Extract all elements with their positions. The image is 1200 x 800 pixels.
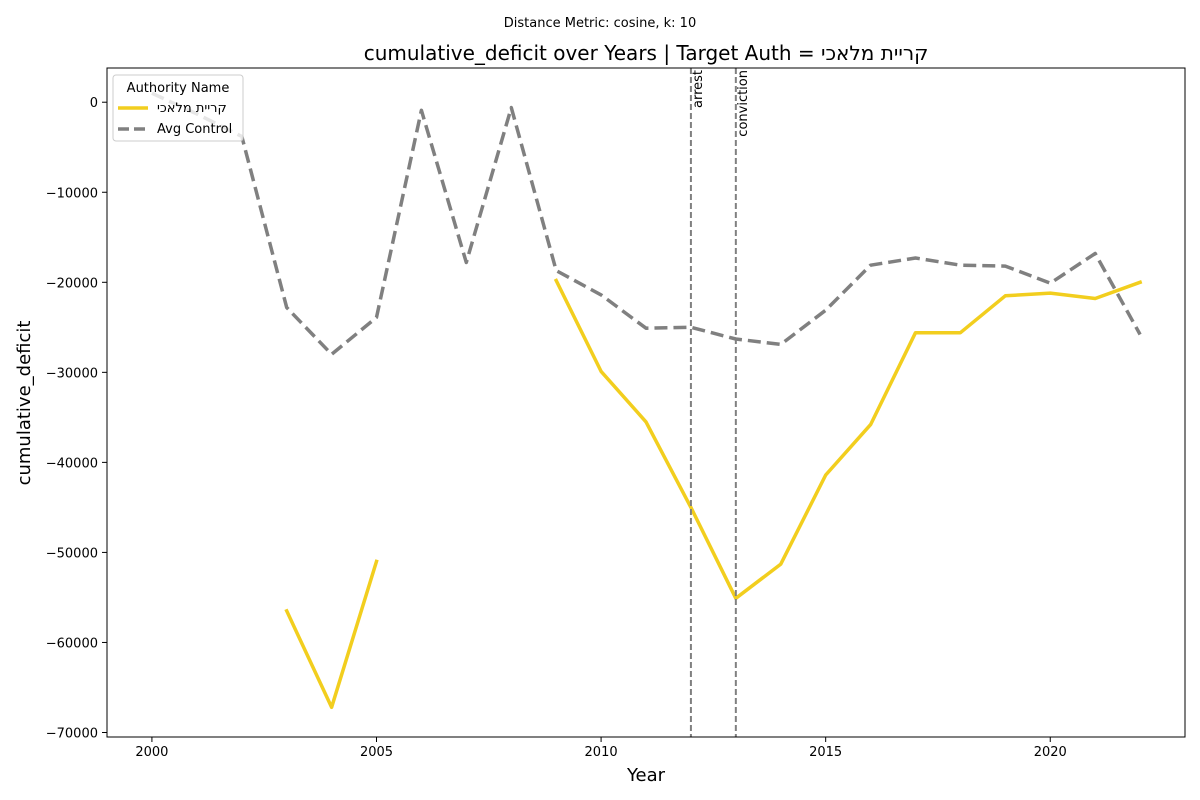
y-tick-label: −50000 (46, 546, 98, 561)
y-tick-label: −30000 (46, 366, 98, 381)
x-tick-label: 2020 (1034, 745, 1067, 760)
y-axis-label: cumulative_deficit (14, 321, 35, 486)
legend-box (112, 74, 244, 142)
y-tick-label: −60000 (46, 636, 98, 651)
y-axis-ticks: 0 −10000 −20000 −30000 −40000 −50000 −60000 −70… (46, 96, 107, 741)
series-line-target (553, 278, 1143, 601)
event-lines: arrest conviction (689, 68, 751, 737)
legend: Authority Name קריית מלאכי Avg Control (112, 74, 244, 142)
x-tick-label: 2015 (809, 745, 842, 760)
x-axis-ticks: 2000 2005 2010 2015 2020 (135, 737, 1067, 760)
x-axis-label: Year (626, 765, 666, 786)
legend-title: Authority Name (127, 81, 230, 96)
y-tick-label: −20000 (46, 276, 98, 291)
axes-frame (106, 67, 1186, 738)
legend-entry-target: קריית מלאכי (157, 101, 227, 116)
series-line-target (284, 559, 379, 710)
chart-title: cumulative_deficit over Years | Target A… (364, 41, 929, 65)
x-tick-label: 2005 (360, 745, 393, 760)
plot-lines (151, 91, 1143, 710)
y-tick-label: 0 (90, 96, 98, 111)
y-tick-label: −40000 (46, 456, 98, 471)
y-tick-label: −70000 (46, 726, 98, 741)
chart-suptitle: Distance Metric: cosine, k: 10 (504, 16, 696, 31)
y-tick-label: −10000 (46, 186, 98, 201)
event-label-arrest: arrest (691, 70, 706, 108)
x-tick-label: 2000 (135, 745, 168, 760)
series-line-avg-control (151, 91, 1142, 357)
x-tick-label: 2010 (585, 745, 618, 760)
legend-entry-avg-control: Avg Control (157, 122, 232, 137)
event-label-conviction: conviction (736, 70, 751, 137)
